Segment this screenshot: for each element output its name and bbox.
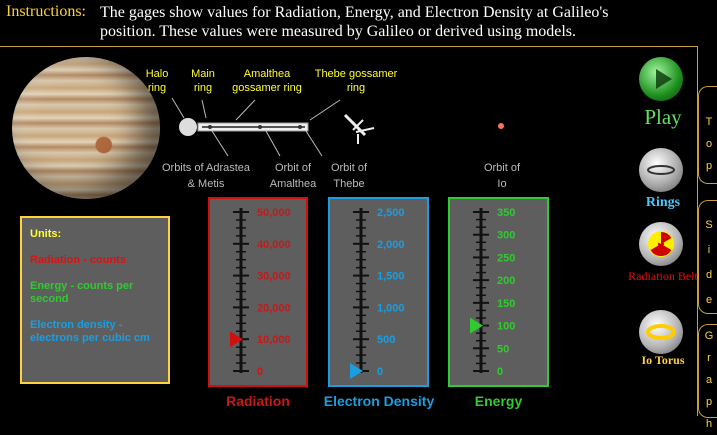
tab-letter: r <box>707 352 711 364</box>
tick-label: 0 <box>257 366 263 378</box>
ring-diagram <box>171 97 504 157</box>
units-radiation: Radiation - counts <box>30 254 126 266</box>
tab-letter: T <box>705 116 713 128</box>
tab-letter: i <box>707 244 711 256</box>
units-title: Units: <box>30 228 62 240</box>
label-amalthea-orbit: Orbit of Amalthea <box>269 162 317 190</box>
rings-icon <box>647 165 675 175</box>
tick-label: 10,000 <box>257 334 291 346</box>
tick-label: 2,500 <box>377 207 405 219</box>
energy-gauge-title: Energy <box>474 393 523 409</box>
units-electron-density: Electron density - electrons per cubic c… <box>30 319 150 344</box>
tick-label: 150 <box>497 298 515 310</box>
label-thebe-gossamer-ring: Thebe gossamer ring <box>314 68 398 94</box>
main-leader-line <box>201 99 207 119</box>
adrastea-orbit-marker <box>208 125 212 129</box>
units-panel: Units: Radiation - counts Energy - count… <box>20 216 170 384</box>
label-adrastea-metis-orbits: Orbits of Adrastea & Metis <box>161 162 251 190</box>
tick-label: 500 <box>377 334 395 346</box>
tab-letter: o <box>705 138 713 150</box>
gauge-pointer <box>470 317 483 334</box>
tick-label: 0 <box>497 366 503 378</box>
halo-ring-icon <box>179 118 197 136</box>
tab-letter: e <box>705 294 713 306</box>
gauge-pointer <box>230 331 243 348</box>
io-marker-icon <box>498 123 504 129</box>
rings-button[interactable] <box>639 148 683 192</box>
thebe-gossamer-leader-line <box>309 99 341 121</box>
tick-label: 50,000 <box>257 207 291 219</box>
amalthea-orbit-leader-line <box>265 130 281 157</box>
label-halo-ring: Halo ring <box>145 68 169 94</box>
tab-letter: a <box>705 374 713 386</box>
gauge-pointer <box>350 363 363 379</box>
thebe-orbit-leader-line <box>305 130 323 157</box>
tab-letter: p <box>705 396 713 408</box>
gauge-scale: 350 300 250 200 150 100 50 0 <box>470 207 515 378</box>
adrastea-leader-line <box>211 130 229 157</box>
tick-label: 1,500 <box>377 271 405 283</box>
halo-leader-line <box>171 97 185 119</box>
tick-label: 350 <box>497 207 515 219</box>
radiation-gauge: 50,000 40,000 30,000 20,000 10,000 0 <box>208 197 308 387</box>
play-button[interactable] <box>639 57 683 101</box>
torus-icon <box>646 324 676 340</box>
play-label[interactable]: Play <box>644 105 682 129</box>
tick-label: 40,000 <box>257 239 291 251</box>
tick-label: 300 <box>497 230 515 242</box>
tick-label: 100 <box>497 321 515 333</box>
tick-label: 200 <box>497 275 515 287</box>
galileo-spacecraft-icon <box>343 113 375 144</box>
electron-density-gauge-title: Electron Density <box>323 393 435 409</box>
label-thebe-orbit: Orbit of Thebe <box>330 162 368 190</box>
tab-letter: G <box>704 330 714 342</box>
rings-label[interactable]: Rings <box>645 195 681 210</box>
energy-gauge: 350 300 250 200 150 100 50 0 <box>448 197 549 387</box>
tab-letter: h <box>705 418 713 430</box>
tick-label: 0 <box>377 366 383 378</box>
label-amalthea-gossamer-ring: Amalthea gossamer ring <box>232 68 302 94</box>
tick-label: 20,000 <box>257 302 291 314</box>
tab-letter: p <box>705 160 713 172</box>
tick-label: 50 <box>497 343 509 355</box>
tab-letter: d <box>705 269 713 281</box>
label-io-orbit: Orbit of Io <box>483 162 521 190</box>
units-energy: Energy - counts per second <box>30 280 134 305</box>
label-main-ring: Main ring <box>191 68 215 94</box>
radiation-belt-button[interactable] <box>639 222 683 266</box>
instructions-text: The gages show values for Radiation, Ene… <box>100 4 609 40</box>
gauge-scale: 50,000 40,000 30,000 20,000 10,000 0 <box>230 207 291 378</box>
radiation-gauge-title: Radiation <box>226 393 290 409</box>
radiation-hazard-icon <box>648 231 674 257</box>
tick-label: 2,000 <box>377 239 405 251</box>
tab-letter: S <box>705 219 713 231</box>
thebe-orbit-marker <box>298 125 302 129</box>
instructions-label: Instructions: <box>6 3 86 20</box>
amalthea-orbit-marker <box>258 125 262 129</box>
instructions-bar: Instructions: The gages show values for … <box>0 0 698 47</box>
electron-density-gauge: 2,500 2,000 1,500 1,000 500 0 <box>328 197 429 387</box>
io-torus-button[interactable] <box>639 310 683 354</box>
gauge-scale: 2,500 2,000 1,500 1,000 500 0 <box>350 207 405 379</box>
amalthea-gossamer-leader-line <box>235 99 256 121</box>
io-torus-label[interactable]: Io Torus <box>641 353 685 367</box>
play-icon <box>656 69 672 89</box>
tick-label: 30,000 <box>257 271 291 283</box>
tick-label: 1,000 <box>377 302 405 314</box>
jupiter-image <box>12 57 160 199</box>
radiation-belt-label[interactable]: Radiation Belt <box>628 269 698 283</box>
tick-label: 250 <box>497 252 515 264</box>
